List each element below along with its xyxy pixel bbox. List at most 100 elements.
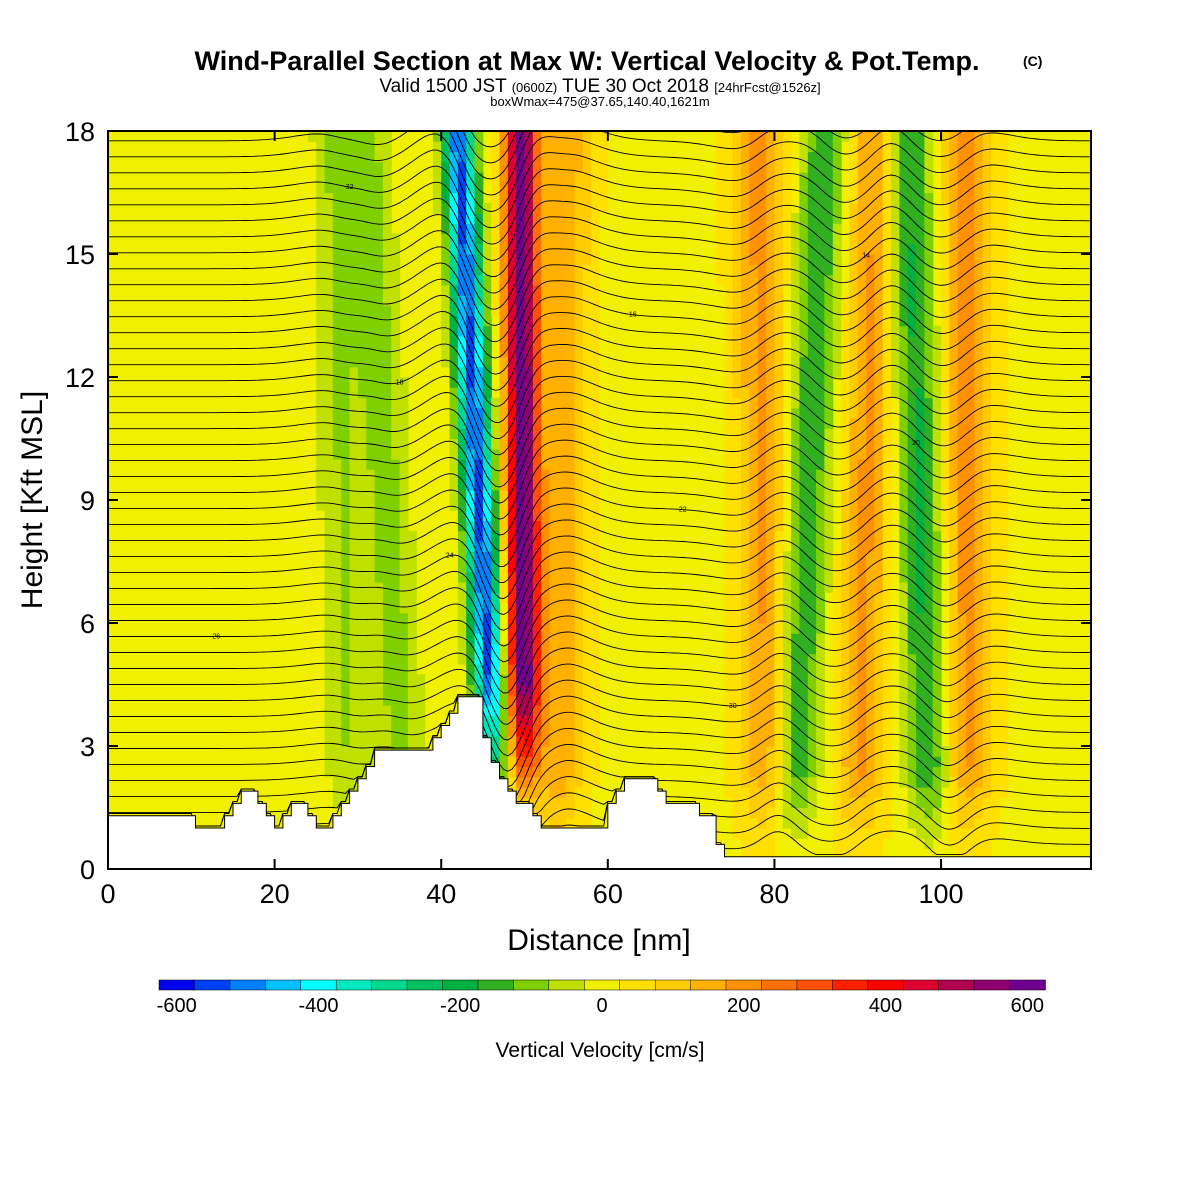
- w-cell: [399, 612, 409, 624]
- w-cell: [482, 274, 492, 286]
- w-cell: [974, 489, 984, 501]
- w-cell: [874, 551, 884, 563]
- w-cell: [357, 346, 367, 358]
- w-cell: [332, 643, 342, 655]
- w-cell: [441, 336, 451, 347]
- w-cell: [499, 202, 509, 214]
- w-cell: [941, 387, 950, 399]
- w-cell: [724, 254, 734, 265]
- w-cell: [574, 264, 584, 276]
- w-cell: [949, 592, 959, 604]
- w-cell: [782, 797, 792, 809]
- w-cell: [591, 284, 601, 296]
- w-cell: [341, 192, 351, 204]
- w-cell: [774, 653, 784, 665]
- w-cell: [841, 366, 850, 378]
- w-cell: [999, 141, 1009, 153]
- w-cell: [591, 141, 601, 153]
- colorbar-swatch: [761, 979, 798, 991]
- w-cell: [466, 284, 476, 296]
- w-cell: [816, 694, 825, 706]
- w-cell: [882, 571, 892, 583]
- w-cell: [749, 356, 759, 368]
- w-cell: [741, 541, 750, 552]
- w-cell: [991, 233, 1000, 245]
- w-cell: [941, 418, 950, 429]
- w-cell: [549, 254, 559, 265]
- w-cell: [757, 202, 767, 214]
- w-cell: [766, 448, 775, 460]
- w-cell: [799, 366, 809, 378]
- w-cell: [349, 264, 359, 276]
- w-cell: [874, 448, 884, 460]
- w-cell: [766, 213, 775, 224]
- w-cell: [507, 315, 517, 327]
- w-cell: [907, 202, 917, 214]
- w-cell: [882, 694, 892, 706]
- w-cell: [507, 479, 517, 491]
- w-cell: [874, 848, 884, 860]
- w-cell: [791, 284, 800, 296]
- w-cell: [566, 459, 576, 470]
- w-cell: [349, 448, 359, 460]
- w-cell: [591, 377, 601, 388]
- w-cell: [724, 305, 734, 317]
- w-cell: [324, 151, 334, 163]
- w-cell: [566, 172, 576, 183]
- w-cell: [932, 448, 942, 460]
- w-cell: [357, 602, 367, 614]
- w-cell: [757, 653, 767, 665]
- w-cell: [874, 223, 884, 235]
- w-cell: [349, 141, 359, 153]
- w-cell: [316, 469, 326, 481]
- w-cell: [357, 356, 367, 368]
- w-cell: [507, 653, 517, 665]
- w-cell: [816, 684, 825, 696]
- w-cell: [741, 182, 750, 194]
- w-cell: [882, 336, 892, 347]
- w-cell: [532, 735, 542, 747]
- w-cell: [732, 346, 742, 358]
- w-cell: [857, 377, 867, 388]
- w-cell: [341, 305, 351, 317]
- w-cell: [516, 284, 526, 296]
- w-cell: [799, 141, 809, 153]
- w-cell: [491, 715, 501, 727]
- w-cell: [466, 561, 476, 573]
- w-cell: [724, 776, 734, 788]
- w-cell: [816, 510, 825, 522]
- w-cell: [766, 254, 775, 265]
- w-cell: [816, 756, 825, 768]
- w-cell: [924, 315, 934, 327]
- w-cell: [591, 500, 601, 511]
- x-tick-label: 40: [426, 879, 456, 909]
- w-cell: [849, 694, 859, 706]
- w-cell: [891, 336, 900, 347]
- w-cell: [474, 274, 484, 286]
- w-cell: [832, 705, 842, 716]
- w-cell: [399, 387, 409, 399]
- w-cell: [591, 633, 601, 645]
- w-cell: [749, 469, 759, 481]
- w-cell: [816, 633, 825, 645]
- w-cell: [732, 141, 742, 153]
- w-cell: [774, 274, 784, 286]
- w-cell: [574, 223, 584, 235]
- w-cell: [932, 459, 942, 470]
- w-cell: [791, 459, 800, 470]
- w-cell: [532, 161, 542, 173]
- w-cell: [507, 428, 517, 440]
- w-cell: [524, 346, 534, 358]
- w-cell: [949, 182, 959, 194]
- w-cell: [916, 561, 925, 573]
- w-cell: [341, 746, 351, 757]
- w-cell: [782, 213, 792, 224]
- w-cell: [982, 377, 992, 388]
- w-cell: [574, 571, 584, 583]
- w-cell: [582, 448, 592, 460]
- w-cell: [932, 633, 942, 645]
- w-cell: [524, 571, 534, 583]
- w-cell: [991, 561, 1000, 573]
- w-cell: [341, 725, 351, 737]
- w-cell: [524, 500, 534, 511]
